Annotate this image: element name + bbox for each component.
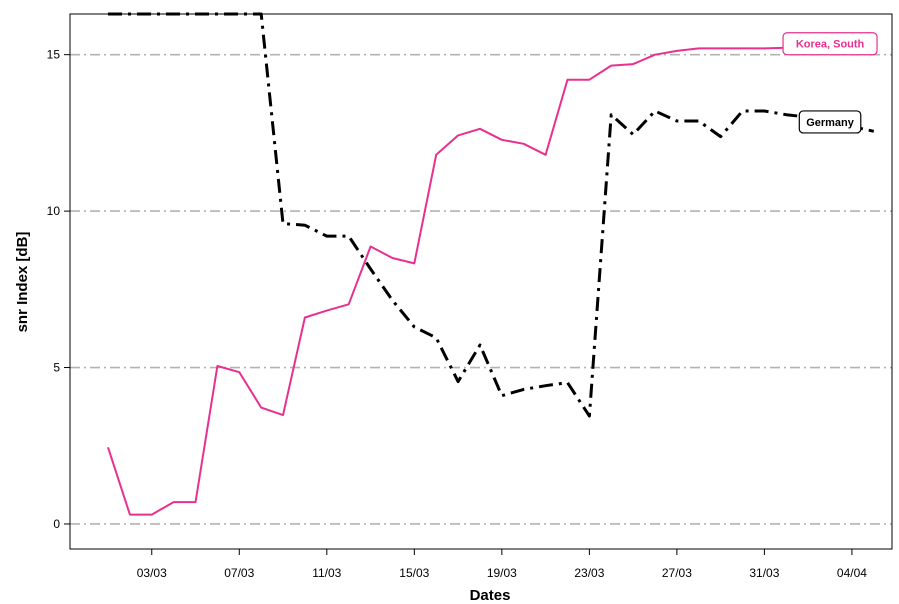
series-label-frame — [782, 32, 878, 56]
series-label-frame — [798, 110, 862, 134]
gridlines — [70, 53, 892, 525]
y-axis-title: snr Index [dB] — [14, 232, 31, 333]
y-tick-label: 5 — [53, 361, 60, 375]
x-tick-label: 04/04 — [837, 566, 867, 580]
series-labels: Korea, South Germany — [782, 32, 878, 134]
series-line — [108, 12, 875, 418]
x-tick-label: 31/03 — [749, 566, 779, 580]
series-label: Germany — [806, 117, 855, 129]
series-line — [107, 38, 874, 516]
series-label-box: Korea, South — [782, 32, 878, 56]
x-tick-label: 15/03 — [399, 566, 429, 580]
series-label: Korea, South — [796, 39, 865, 51]
x-tick-label: 19/03 — [487, 566, 517, 580]
x-tick-label: 27/03 — [662, 566, 692, 580]
plot-frame — [69, 13, 893, 550]
x-tick-label: 23/03 — [574, 566, 604, 580]
y-tick-label: 15 — [47, 48, 61, 62]
series-group — [107, 12, 875, 516]
x-axis-title: Dates — [470, 587, 511, 604]
x-axis: 03/03 07/03 11/03 15/03 19/03 23/03 27/03 31/03… — [137, 549, 867, 580]
y-tick-label: 10 — [47, 204, 61, 218]
x-tick-label: 03/03 — [137, 566, 167, 580]
series-label-box: Germany — [798, 110, 862, 134]
x-tick-label: 11/03 — [312, 566, 341, 580]
x-tick-label: 07/03 — [224, 566, 254, 580]
y-axis: 0 5 10 15 — [47, 48, 70, 531]
y-tick-label: 0 — [53, 517, 60, 531]
